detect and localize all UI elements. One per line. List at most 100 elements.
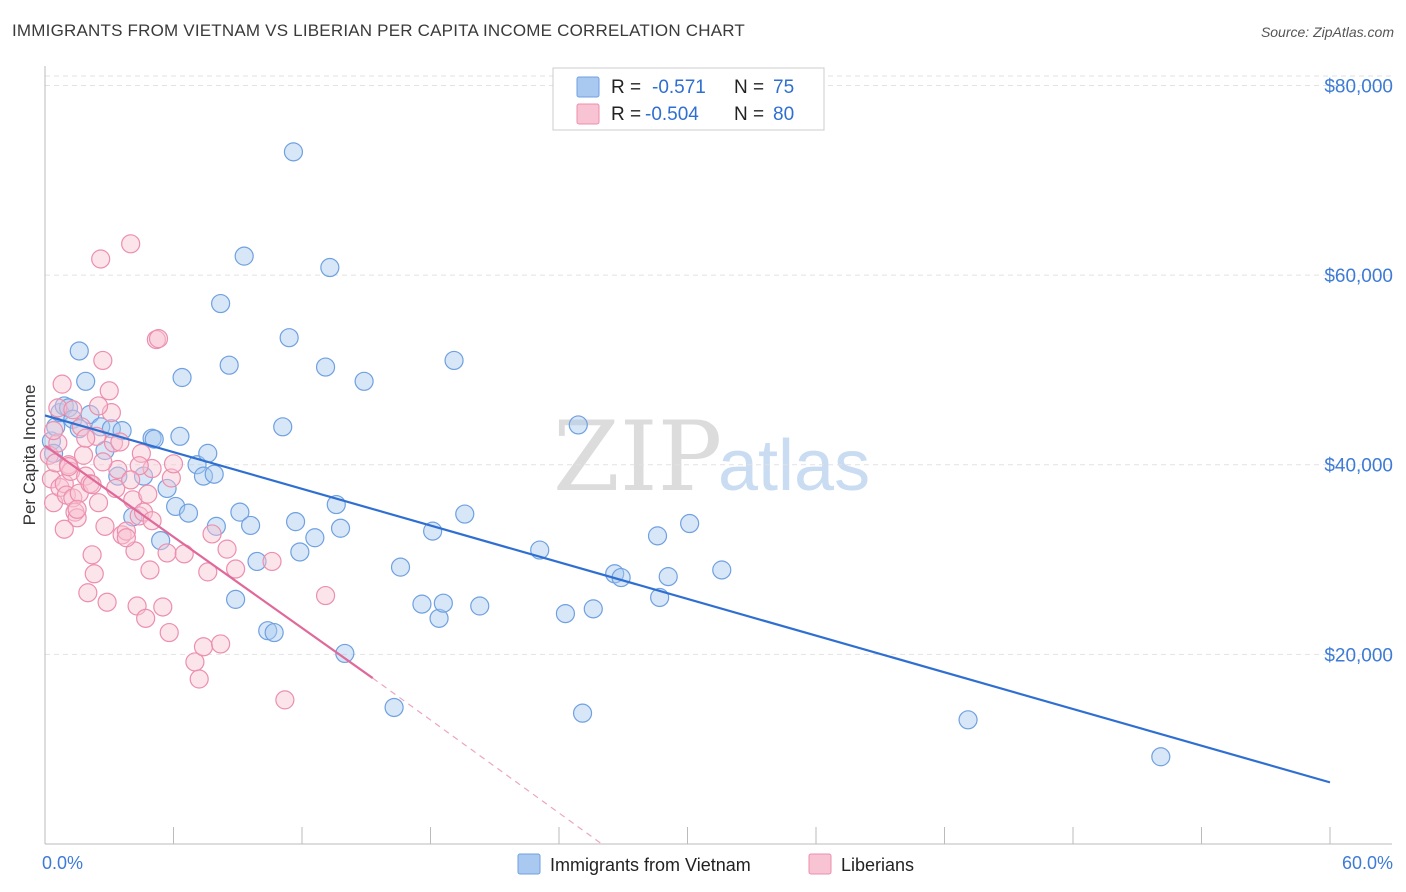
point-liberians: [78, 583, 98, 603]
point-vietnam: [412, 594, 432, 614]
bottom-legend-label-liberians: Liberians: [841, 855, 914, 875]
stats-legend: R = -0.571 N = 75 R = -0.504 N = 80: [552, 67, 825, 131]
point-liberians: [52, 374, 72, 394]
point-vietnam: [444, 350, 464, 371]
point-liberians: [116, 521, 136, 541]
point-vietnam: [305, 528, 325, 548]
point-liberians: [43, 421, 64, 441]
trendline-vietnam: [44, 414, 1331, 784]
point-liberians: [88, 493, 109, 513]
watermark-atlas: atlas: [718, 426, 870, 506]
point-liberians: [148, 329, 169, 349]
point-liberians: [159, 622, 179, 643]
trendline-liberians-extension: [372, 677, 603, 845]
point-vietnam: [390, 557, 411, 577]
point-liberians: [58, 457, 79, 477]
point-vietnam: [247, 551, 267, 572]
point-liberians: [93, 350, 113, 371]
point-liberians: [217, 539, 237, 559]
point-vietnam: [712, 560, 732, 580]
point-vietnam: [157, 478, 177, 499]
point-vietnam: [384, 697, 404, 718]
point-liberians: [193, 637, 214, 657]
bottom-legend-swatch-liberians: [808, 853, 832, 875]
point-liberians: [121, 470, 141, 490]
point-liberians: [174, 544, 194, 564]
point-vietnam: [226, 589, 246, 609]
tick-labels: $20,000 $40,000 $60,000 $80,000 0.0% 60.0%: [42, 76, 1393, 873]
point-vietnam: [211, 293, 231, 314]
point-vietnam: [455, 504, 475, 524]
chart-title: IMMIGRANTS FROM VIETNAM VS LIBERIAN PER …: [12, 21, 746, 40]
point-vietnam: [290, 542, 310, 562]
legend-swatch-vietnam: [576, 76, 600, 98]
point-vietnam: [241, 515, 261, 536]
point-vietnam: [958, 710, 978, 730]
point-liberians: [63, 400, 83, 420]
y-tick-label: $60,000: [1324, 266, 1393, 287]
point-vietnam: [273, 417, 293, 437]
legend-r-label-liberians: R =: [611, 104, 641, 125]
point-vietnam: [568, 415, 588, 435]
y-axis-label: Per Capita Income: [20, 385, 39, 526]
bottom-legend-label-vietnam: Immigrants from Vietnam: [550, 855, 751, 875]
watermark-zip: ZIP: [553, 401, 722, 513]
point-liberians: [163, 454, 184, 474]
legend-r-value-vietnam: -0.571: [652, 77, 706, 98]
y-tick-label: $40,000: [1324, 456, 1393, 477]
point-vietnam: [151, 530, 171, 551]
series-liberians: [39, 234, 336, 710]
point-liberians: [211, 634, 231, 654]
legend-r-value-liberians: -0.504: [645, 104, 699, 125]
y-tick-label: $20,000: [1324, 645, 1393, 666]
point-liberians: [84, 564, 104, 584]
point-vietnam: [555, 603, 576, 624]
series-vietnam: [41, 142, 1171, 767]
point-vietnam: [433, 593, 453, 613]
point-liberians: [88, 396, 109, 416]
point-liberians: [161, 468, 181, 488]
point-liberians: [226, 559, 246, 579]
point-vietnam: [315, 357, 336, 377]
point-liberians: [138, 484, 158, 504]
point-vietnam: [172, 367, 192, 388]
point-liberians: [48, 398, 68, 418]
trendline-liberians: [44, 444, 374, 679]
trendlines: [44, 414, 1331, 845]
point-vietnam: [76, 371, 96, 391]
point-vietnam: [178, 503, 199, 523]
point-vietnam: [572, 703, 593, 723]
point-vietnam: [285, 512, 306, 532]
point-vietnam: [658, 567, 678, 587]
point-vietnam: [204, 464, 224, 484]
legend-r-label-vietnam: R =: [611, 77, 641, 98]
point-liberians: [99, 381, 119, 401]
point-liberians: [131, 443, 151, 463]
point-vietnam: [330, 518, 351, 538]
point-liberians: [315, 585, 336, 606]
point-liberians: [116, 528, 136, 548]
point-liberians: [95, 516, 115, 536]
point-vietnam: [170, 426, 190, 446]
x-tick-label: 0.0%: [42, 853, 83, 873]
point-liberians: [108, 459, 128, 480]
point-liberians: [153, 597, 173, 617]
point-vietnam: [647, 526, 668, 546]
point-vietnam: [354, 371, 374, 391]
point-liberians: [198, 562, 218, 582]
point-vietnam: [230, 502, 250, 522]
point-vietnam: [264, 622, 284, 643]
point-vietnam: [470, 596, 490, 616]
point-liberians: [189, 669, 209, 689]
legend-n-label-liberians: N =: [734, 104, 764, 125]
point-liberians: [67, 499, 87, 519]
point-liberians: [140, 560, 160, 580]
point-vietnam: [680, 513, 700, 534]
point-liberians: [73, 445, 94, 465]
point-vietnam: [429, 608, 449, 628]
y-tick-label: $80,000: [1324, 76, 1393, 97]
point-vietnam: [69, 341, 89, 361]
point-liberians: [202, 524, 222, 544]
point-vietnam: [279, 328, 299, 348]
point-vietnam: [335, 643, 355, 664]
